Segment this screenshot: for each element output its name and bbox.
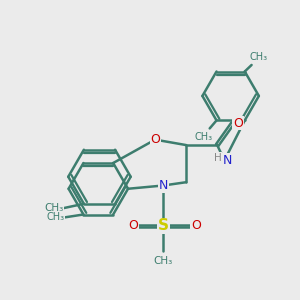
Text: N: N [159, 179, 168, 192]
Text: CH₃: CH₃ [44, 203, 63, 213]
Text: S: S [158, 218, 169, 233]
Text: O: O [191, 219, 201, 232]
Text: O: O [233, 117, 243, 130]
Text: H: H [214, 153, 222, 163]
Text: CH₃: CH₃ [46, 212, 64, 223]
Text: N: N [223, 154, 232, 167]
Text: CH₃: CH₃ [249, 52, 267, 61]
Text: CH₃: CH₃ [194, 132, 212, 142]
Text: O: O [128, 219, 138, 232]
Text: CH₃: CH₃ [154, 256, 173, 266]
Text: O: O [150, 133, 160, 146]
